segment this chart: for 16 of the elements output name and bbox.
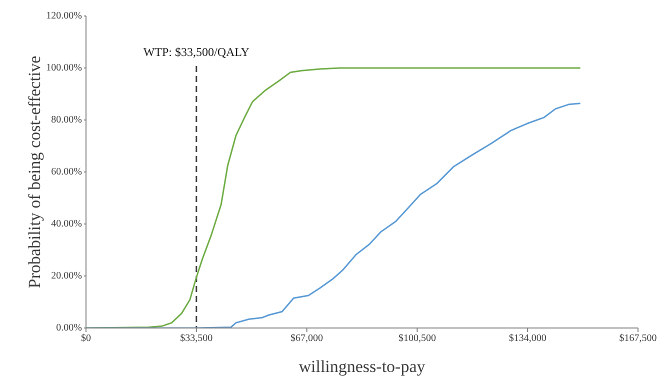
ref-line-label: WTP: $33,500/QALY [143,45,250,59]
x-tick-label: $33,500 [180,333,213,344]
x-tick-label: $167,500 [619,333,657,344]
x-tick-label: $134,000 [508,333,546,344]
x-tick-label: $67,000 [290,333,324,344]
x-tick-label: $0 [81,333,91,344]
y-tick-label: 20.00% [51,270,82,282]
x-tick-label: $100,500 [398,333,436,344]
y-tick-label: 40.00% [51,218,82,230]
x-axis-title: willingness-to-pay [298,357,426,376]
y-tick-label: 80.00% [51,114,82,126]
y-tick-label: 120.00% [46,10,82,22]
y-tick-label: 60.00% [51,166,82,178]
y-tick-label: 0.00% [56,322,82,334]
y-axis-title: Probability of being cost-effective [25,56,44,288]
y-tick-label: 100.00% [46,62,82,74]
